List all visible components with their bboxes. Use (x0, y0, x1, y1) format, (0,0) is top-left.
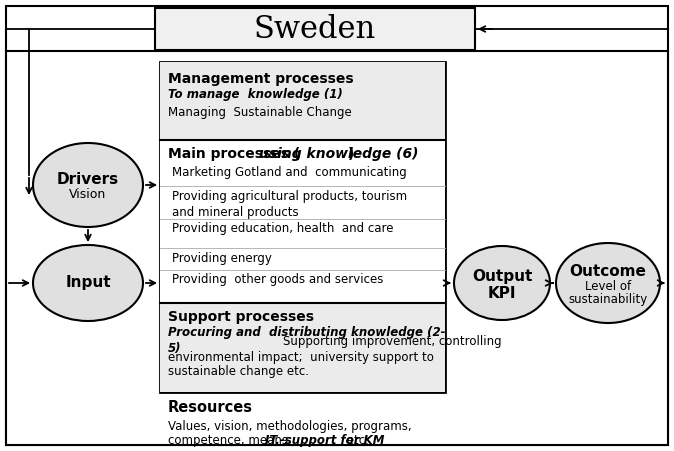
Text: Sweden: Sweden (254, 14, 376, 45)
Text: competence, means,: competence, means, (168, 434, 295, 447)
Text: Resources: Resources (168, 400, 253, 415)
Text: Supporting improvement, controlling: Supporting improvement, controlling (283, 335, 501, 348)
Text: IT.-support for KM: IT.-support for KM (265, 434, 384, 447)
Text: Values, vision, methodologies, programs,: Values, vision, methodologies, programs, (168, 420, 412, 433)
Text: Providing  other goods and services: Providing other goods and services (172, 273, 384, 286)
Text: Providing energy: Providing energy (172, 252, 272, 265)
Text: sustainability: sustainability (568, 293, 648, 305)
Text: Procuring and  distributing knowledge (2-
5): Procuring and distributing knowledge (2-… (168, 326, 446, 355)
Text: sustainable change etc.: sustainable change etc. (168, 365, 309, 378)
Text: Vision: Vision (69, 189, 106, 202)
Text: Input: Input (65, 276, 111, 290)
FancyBboxPatch shape (160, 62, 445, 140)
FancyBboxPatch shape (6, 6, 668, 445)
Text: Drivers: Drivers (57, 171, 119, 187)
Text: Support processes: Support processes (168, 310, 314, 324)
Text: Outcome: Outcome (570, 263, 646, 279)
Ellipse shape (454, 246, 550, 320)
Text: using knowledge (6): using knowledge (6) (259, 147, 419, 161)
Text: Providing education, health  and care: Providing education, health and care (172, 222, 394, 235)
Text: etc.: etc. (343, 434, 369, 447)
Text: Managing  Sustainable Change: Managing Sustainable Change (168, 106, 352, 119)
Ellipse shape (33, 245, 143, 321)
Text: Output: Output (472, 268, 532, 284)
Text: Providing agricultural products, tourism
and mineral products: Providing agricultural products, tourism… (172, 190, 407, 219)
Text: ): ) (348, 147, 355, 161)
Text: Main processes (: Main processes ( (168, 147, 300, 161)
Text: Management processes: Management processes (168, 72, 354, 86)
Text: KPI: KPI (488, 285, 516, 300)
FancyBboxPatch shape (160, 140, 445, 303)
Text: Marketing Gotland and  communicating: Marketing Gotland and communicating (172, 166, 406, 179)
Text: environmental impact;  university support to: environmental impact; university support… (168, 351, 434, 364)
FancyBboxPatch shape (160, 62, 445, 392)
FancyBboxPatch shape (155, 8, 475, 50)
FancyBboxPatch shape (160, 303, 445, 392)
Ellipse shape (556, 243, 660, 323)
Text: Level of: Level of (585, 280, 631, 293)
Text: To manage  knowledge (1): To manage knowledge (1) (168, 88, 343, 101)
Ellipse shape (33, 143, 143, 227)
FancyBboxPatch shape (6, 51, 668, 445)
